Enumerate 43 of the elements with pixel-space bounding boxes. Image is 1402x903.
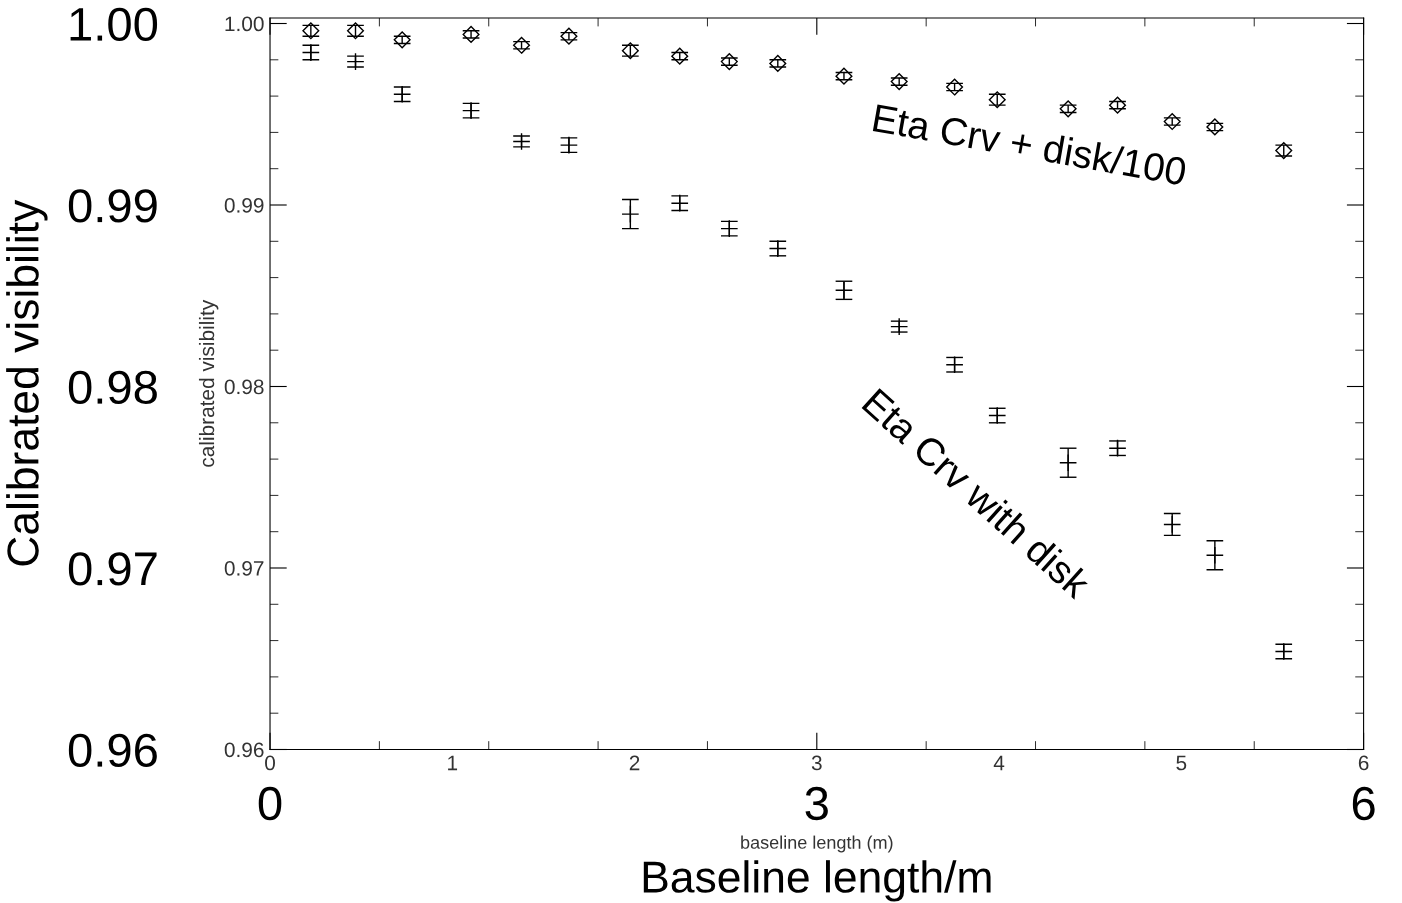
point <box>1205 546 1224 565</box>
point <box>1206 118 1224 136</box>
point <box>393 31 411 49</box>
y2-tick-label: 0.99 <box>224 198 264 213</box>
y-tick-label: 0.96 <box>68 733 157 768</box>
y2-tick-label: 0.97 <box>224 561 264 576</box>
x2-tick-label: 1 <box>448 755 458 771</box>
point <box>720 53 738 71</box>
point <box>1108 96 1127 114</box>
x2-axis-title: baseline length (m) <box>741 835 893 853</box>
y2-tick-label: 1.00 <box>225 16 264 32</box>
x-tick-label: 0 <box>258 786 282 821</box>
y-tick-label: 1.00 <box>70 7 158 42</box>
y-tick-label: 0.99 <box>68 189 157 223</box>
x2-tick-label: 2 <box>629 755 640 771</box>
x-tick-label: 3 <box>805 786 828 821</box>
y2-axis-title: calibrated visibility <box>198 299 219 467</box>
point <box>769 54 787 72</box>
point <box>1059 100 1077 118</box>
point <box>671 47 689 65</box>
annotation: Eta Crv + disk/100 <box>872 103 1188 186</box>
x2-tick-label: 0 <box>265 755 275 771</box>
x-tick-label: 6 <box>1352 786 1375 821</box>
y2-tick-label: 0.96 <box>224 742 264 758</box>
point <box>946 78 964 96</box>
point <box>512 36 531 54</box>
point <box>1163 112 1181 131</box>
point <box>560 27 578 45</box>
y-tick-label: 0.98 <box>68 370 157 405</box>
y-axis-title: Calibrated visibility <box>6 199 48 566</box>
point <box>890 73 908 91</box>
y-tick-label: 0.97 <box>68 552 157 586</box>
x2-tick-label: 3 <box>811 755 822 771</box>
x2-tick-label: 4 <box>993 755 1005 771</box>
point <box>835 67 853 85</box>
x2-tick-label: 6 <box>1358 755 1369 771</box>
point <box>621 205 640 224</box>
point <box>462 25 480 43</box>
point <box>1059 453 1078 472</box>
annotation: Eta Crv with disk <box>861 387 1094 600</box>
x-axis-title: Baseline length/m <box>643 860 991 902</box>
y2-tick-label: 0.98 <box>224 379 264 395</box>
x2-tick-label: 5 <box>1176 755 1187 771</box>
